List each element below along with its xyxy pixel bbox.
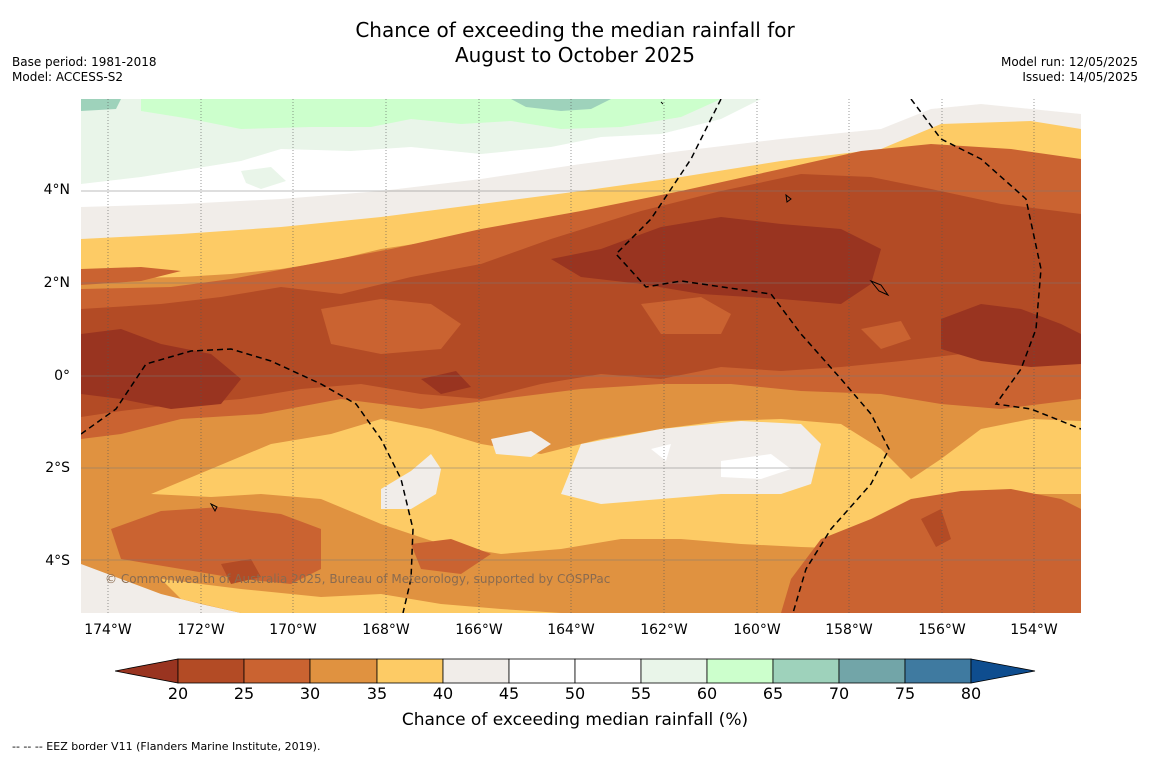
lat-label: 2°N bbox=[43, 275, 70, 291]
colorbar-tick: 65 bbox=[762, 684, 784, 703]
zone-lt20-central bbox=[551, 217, 881, 304]
map-credit: © Commonwealth of Australia 2025, Bureau… bbox=[105, 572, 611, 586]
lon-label: 174°W bbox=[84, 622, 132, 638]
lon-label: 160°W bbox=[733, 622, 781, 638]
colorbar-tick: 50 bbox=[564, 684, 586, 703]
zone-65-70-corner bbox=[81, 99, 121, 111]
colorbar-tick: 40 bbox=[432, 684, 454, 703]
colorbar-tick: 75 bbox=[894, 684, 916, 703]
zone-20-25-south-east bbox=[921, 509, 951, 547]
colorbar-55-60 bbox=[640, 658, 708, 684]
lon-label: 172°W bbox=[177, 622, 225, 638]
colorbar-tick: 70 bbox=[828, 684, 850, 703]
lon-label: 170°W bbox=[269, 622, 317, 638]
lat-label: 0° bbox=[54, 368, 70, 384]
zone-65-70-north bbox=[511, 99, 611, 111]
meta-left: Base period: 1981-2018 Model: ACCESS-S2 bbox=[12, 55, 157, 85]
lat-label: 4°S bbox=[45, 553, 70, 569]
colorbar-65-70 bbox=[772, 658, 840, 684]
map-title-line1: Chance of exceeding the median rainfall … bbox=[355, 18, 795, 42]
colorbar bbox=[115, 658, 1036, 684]
zone-40-45-south-a bbox=[491, 431, 551, 457]
colorbar-tick: 20 bbox=[167, 684, 189, 703]
colorbar-tick: 80 bbox=[960, 684, 982, 703]
lat-label: 2°S bbox=[45, 460, 70, 476]
rainfall-map bbox=[81, 99, 1081, 613]
zone-lt20-east bbox=[941, 304, 1081, 367]
eez-footnote: -- -- -- EEZ border V11 (Flanders Marine… bbox=[12, 740, 321, 753]
map-title-line2: August to October 2025 bbox=[454, 43, 696, 67]
colorbar-title: Chance of exceeding median rainfall (%) bbox=[401, 710, 749, 730]
zone-lt20-small bbox=[421, 371, 471, 394]
zone-25-30-patch-b bbox=[641, 297, 731, 334]
lon-label: 168°W bbox=[362, 622, 410, 638]
zone-40-45-north bbox=[81, 104, 1081, 244]
zone-25-30-patch-a bbox=[321, 299, 461, 354]
zone-35-40-south-strip bbox=[161, 579, 561, 613]
map-title: Chance of exceeding the median rainfall … bbox=[0, 18, 1150, 68]
colorbar-50-55 bbox=[574, 658, 642, 684]
island-outlines bbox=[209, 101, 890, 513]
colorbar-tick: 25 bbox=[233, 684, 255, 703]
colorbar-tick: 55 bbox=[630, 684, 652, 703]
colorbar-35-40 bbox=[376, 658, 444, 684]
issued-date: Issued: 14/05/2025 bbox=[1022, 70, 1138, 84]
colorbar-tick: 35 bbox=[366, 684, 388, 703]
colorbar-tick: 45 bbox=[498, 684, 520, 703]
lon-label: 166°W bbox=[455, 622, 503, 638]
zone-55-60-islet bbox=[241, 167, 286, 189]
zone-25-30-south-east bbox=[781, 489, 1081, 613]
colorbar-40-45 bbox=[442, 658, 510, 684]
colorbar-75-80 bbox=[904, 658, 972, 684]
colorbar-tick: 30 bbox=[299, 684, 321, 703]
zone-25-30-patch-d bbox=[81, 267, 181, 285]
colorbar-above-80 bbox=[970, 658, 1036, 684]
base-period: Base period: 1981-2018 bbox=[12, 55, 157, 69]
lon-label: 154°W bbox=[1010, 622, 1058, 638]
colorbar-30-35 bbox=[309, 658, 378, 684]
lat-label: 4°N bbox=[43, 182, 70, 198]
zone-25-30-patch-c bbox=[861, 321, 911, 349]
lon-label: 164°W bbox=[547, 622, 595, 638]
lon-label: 162°W bbox=[640, 622, 688, 638]
zone-25-30-south-west bbox=[111, 507, 321, 584]
model-run: Model run: 12/05/2025 bbox=[1000, 55, 1138, 69]
colorbar-tick: 60 bbox=[696, 684, 718, 703]
eez-borders bbox=[81, 99, 1081, 613]
zone-25-30-south-mid bbox=[411, 539, 491, 574]
colorbar-25-30 bbox=[243, 658, 311, 684]
zone-40-45-south-strip bbox=[81, 564, 241, 613]
lon-label: 156°W bbox=[918, 622, 966, 638]
meta-right: Model run: 12/05/2025 Issued: 14/05/2025 bbox=[1001, 55, 1138, 85]
colorbar-below-20 bbox=[115, 658, 179, 684]
colorbar-20-25 bbox=[177, 658, 245, 684]
zone-lt20-west bbox=[81, 329, 241, 409]
zone-40-45-south-b bbox=[561, 421, 821, 504]
lon-label: 158°W bbox=[825, 622, 873, 638]
zone-45-50-south bbox=[721, 454, 791, 479]
zone-45-50-south-b bbox=[651, 444, 671, 461]
zone-20-25-south-small bbox=[221, 559, 261, 584]
colorbar-45-50 bbox=[508, 658, 576, 684]
colorbar-60-65 bbox=[706, 658, 774, 684]
model-name: Model: ACCESS-S2 bbox=[12, 70, 124, 84]
colorbar-70-75 bbox=[838, 658, 906, 684]
graticule bbox=[81, 190, 1081, 561]
